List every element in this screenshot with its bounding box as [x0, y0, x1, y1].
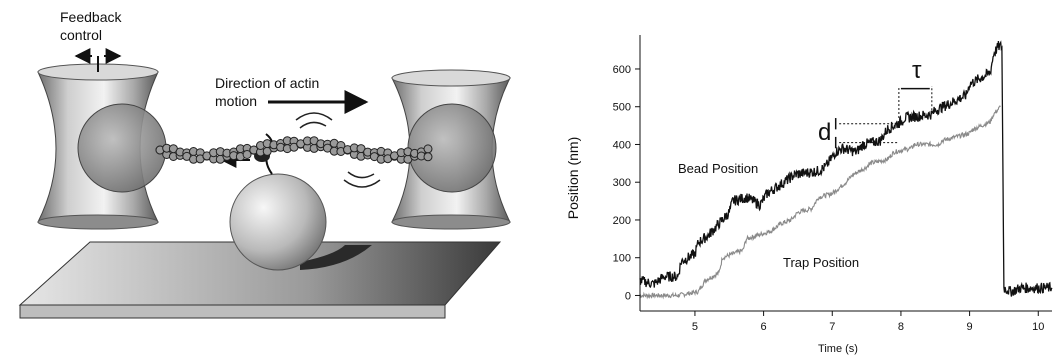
- left-trapped-bead: [77, 103, 167, 193]
- x-tick-label: 9: [967, 321, 973, 333]
- vibration-arcs: [295, 112, 381, 188]
- x-tick-label: 10: [1032, 321, 1044, 333]
- feedback-label-line2: control: [60, 27, 102, 43]
- coverslip-edge: [19, 304, 446, 319]
- direction-label-line2: motion: [215, 93, 257, 109]
- actin-subunit: [423, 144, 433, 154]
- step-size-symbol: d: [818, 119, 831, 146]
- dwell-time-symbol: τ: [912, 57, 922, 84]
- x-axis-label: Time (s): [818, 343, 858, 355]
- actin-subunit: [423, 152, 433, 162]
- bead-position-label: Bead Position: [678, 161, 758, 176]
- x-tick-label: 8: [898, 321, 904, 333]
- y-axis-label: Position (nm): [565, 137, 581, 219]
- feedback-double-arrow: [74, 48, 122, 72]
- y-tick-label: 400: [613, 139, 631, 151]
- x-tick-label: 7: [829, 321, 835, 333]
- y-tick-label: 500: [613, 102, 631, 114]
- position-chart: 0 100 200 300 400 500 600 5 6 7 8 9 10 Time (s) Posi…: [565, 35, 1053, 355]
- left-laser-trap: [37, 63, 167, 230]
- y-tick-label: 0: [625, 290, 631, 302]
- trap-position-label: Trap Position: [783, 255, 859, 270]
- pedestal-sphere: [229, 173, 327, 271]
- pedestal-shadow: [300, 245, 372, 270]
- y-tick-label: 600: [613, 64, 631, 76]
- feedback-label-line1: Feedback: [60, 9, 122, 25]
- actin-filament: [155, 136, 433, 164]
- plot-area: [639, 40, 1053, 300]
- x-tick-label: 5: [692, 321, 698, 333]
- direction-label-line1: Direction of actin: [215, 75, 319, 91]
- y-tick-label: 100: [613, 253, 631, 265]
- series-line-bead-position: [639, 40, 1053, 297]
- actin-subunit: [242, 150, 252, 159]
- right-laser-trap: [391, 69, 511, 230]
- x-tick-label: 6: [761, 321, 767, 333]
- optical-trap-schematic: Feedback control Direction of actin moti…: [18, 9, 511, 319]
- chart-axes: 0 100 200 300 400 500 600 5 6 7 8 9 10: [613, 35, 1052, 333]
- y-tick-label: 300: [613, 177, 631, 189]
- y-tick-label: 200: [613, 215, 631, 227]
- step-annotations: [834, 85, 933, 149]
- series-line-trap-position: [639, 105, 1001, 300]
